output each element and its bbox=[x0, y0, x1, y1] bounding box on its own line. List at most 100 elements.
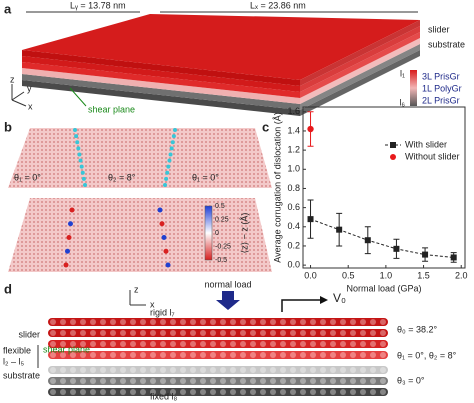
atom bbox=[60, 378, 66, 384]
atom bbox=[360, 319, 366, 325]
layer bbox=[22, 74, 300, 110]
atom bbox=[120, 330, 126, 336]
atom bbox=[210, 367, 216, 373]
atom bbox=[80, 389, 86, 395]
atom bbox=[210, 389, 216, 395]
atom bbox=[60, 341, 66, 347]
atom bbox=[270, 319, 276, 325]
atom bbox=[370, 341, 376, 347]
atom bbox=[110, 341, 116, 347]
legend-label: With slider bbox=[405, 139, 447, 149]
dimension-label: Lₓ = 23.86 nm bbox=[250, 0, 306, 10]
layer-row bbox=[48, 388, 388, 396]
atom bbox=[290, 319, 296, 325]
atom bbox=[140, 352, 146, 358]
atom bbox=[190, 341, 196, 347]
layer bbox=[22, 80, 300, 116]
atom bbox=[220, 378, 226, 384]
atom bbox=[250, 378, 256, 384]
atom bbox=[80, 170, 85, 175]
atom bbox=[130, 389, 136, 395]
atom bbox=[220, 341, 226, 347]
atom bbox=[100, 389, 106, 395]
atom bbox=[350, 319, 356, 325]
velocity-label: V₀ bbox=[333, 291, 346, 305]
atom bbox=[260, 367, 266, 373]
layer bbox=[300, 44, 420, 110]
atom bbox=[260, 319, 266, 325]
atom bbox=[340, 352, 346, 358]
atom bbox=[80, 352, 86, 358]
atom bbox=[270, 341, 276, 347]
atom bbox=[130, 319, 136, 325]
colorbar-label: ⟨z⟩ − z (Å) bbox=[239, 213, 249, 254]
colorbar-tick-label: 0.5 bbox=[215, 203, 225, 210]
atom bbox=[110, 389, 116, 395]
atom bbox=[310, 378, 316, 384]
layer bbox=[300, 26, 420, 92]
atom bbox=[200, 352, 206, 358]
twist-angle: θ₀ = 38.2° bbox=[397, 324, 438, 334]
atom bbox=[270, 378, 276, 384]
atom bbox=[330, 330, 336, 336]
atom bbox=[380, 330, 386, 336]
atom bbox=[150, 378, 156, 384]
atom bbox=[320, 319, 326, 325]
atom bbox=[180, 389, 186, 395]
atom bbox=[68, 221, 73, 227]
dislocation-atoms bbox=[63, 128, 177, 268]
atom bbox=[240, 319, 246, 325]
atom bbox=[80, 378, 86, 384]
atom bbox=[380, 319, 386, 325]
panel-label: c bbox=[262, 119, 269, 134]
atom bbox=[140, 378, 146, 384]
atom bbox=[340, 319, 346, 325]
atom bbox=[90, 319, 96, 325]
y-tick-label: 0.8 bbox=[287, 183, 300, 193]
atom bbox=[140, 367, 146, 373]
atom bbox=[90, 330, 96, 336]
atom bbox=[200, 378, 206, 384]
atom bbox=[160, 378, 166, 384]
layer-row bbox=[48, 366, 388, 374]
atom bbox=[140, 389, 146, 395]
load-arrow bbox=[216, 291, 240, 310]
atom bbox=[300, 319, 306, 325]
atom bbox=[50, 330, 56, 336]
atom bbox=[60, 319, 66, 325]
atom bbox=[320, 341, 326, 347]
atom bbox=[50, 367, 56, 373]
atom bbox=[90, 367, 96, 373]
atom bbox=[120, 352, 126, 358]
atom bbox=[170, 140, 175, 145]
atom bbox=[220, 319, 226, 325]
y-tick-label: 0.0 bbox=[287, 260, 300, 270]
atom bbox=[300, 378, 306, 384]
atom bbox=[110, 319, 116, 325]
atom bbox=[75, 140, 80, 145]
layer-row bbox=[48, 329, 388, 337]
atom bbox=[80, 330, 86, 336]
atom bbox=[160, 352, 166, 358]
atom bbox=[240, 330, 246, 336]
atom bbox=[380, 352, 386, 358]
atom bbox=[200, 389, 206, 395]
atom bbox=[120, 367, 126, 373]
atom bbox=[320, 352, 326, 358]
atom bbox=[170, 378, 176, 384]
atom bbox=[170, 352, 176, 358]
layer-name: 2L PrisGr bbox=[422, 95, 460, 105]
atom bbox=[280, 367, 286, 373]
atom bbox=[320, 378, 326, 384]
atom bbox=[70, 352, 76, 358]
atom bbox=[78, 158, 83, 163]
atom bbox=[230, 367, 236, 373]
atom bbox=[77, 152, 82, 157]
atom bbox=[70, 319, 76, 325]
atom bbox=[150, 389, 156, 395]
atom bbox=[280, 352, 286, 358]
atom bbox=[140, 341, 146, 347]
atom bbox=[270, 389, 276, 395]
marker bbox=[307, 125, 314, 133]
atom bbox=[380, 389, 386, 395]
